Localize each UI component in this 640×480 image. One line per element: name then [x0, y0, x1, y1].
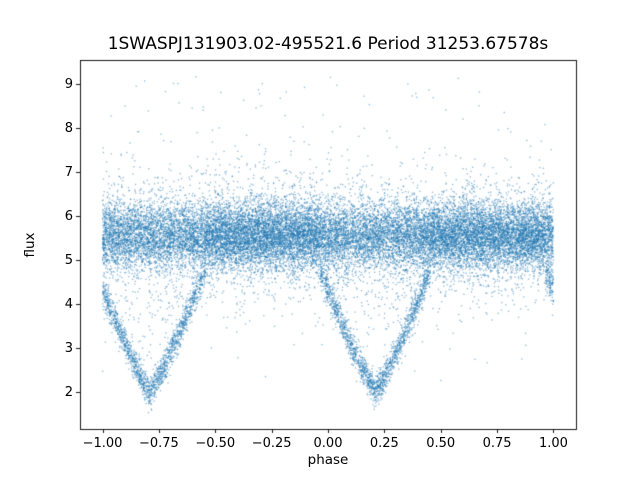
x-axis-label: phase [307, 452, 349, 468]
y-tick-label: 7 [64, 165, 73, 181]
x-tick-label: 0.50 [426, 436, 456, 451]
x-tick-label: −0.25 [251, 436, 292, 451]
x-tick-label: 1.00 [538, 436, 568, 451]
x-tick-label: −0.50 [195, 436, 236, 451]
x-tick-label: 0.00 [313, 436, 343, 451]
x-tick-label: −0.75 [138, 436, 179, 451]
y-tick-label: 8 [64, 121, 73, 137]
x-tick-label: 0.75 [482, 436, 512, 451]
x-tick-label: 0.25 [369, 436, 399, 451]
y-tick-label: 3 [64, 340, 73, 356]
y-tick-label: 5 [64, 252, 73, 268]
x-tick-label: −1.00 [82, 436, 123, 451]
y-tick-label: 6 [64, 208, 73, 224]
y-tick-label: 2 [64, 384, 73, 400]
chart-title: 1SWASPJ131903.02-495521.6 Period 31253.6… [107, 34, 549, 54]
y-tick-label: 9 [64, 77, 73, 93]
y-tick-label: 4 [64, 296, 73, 312]
